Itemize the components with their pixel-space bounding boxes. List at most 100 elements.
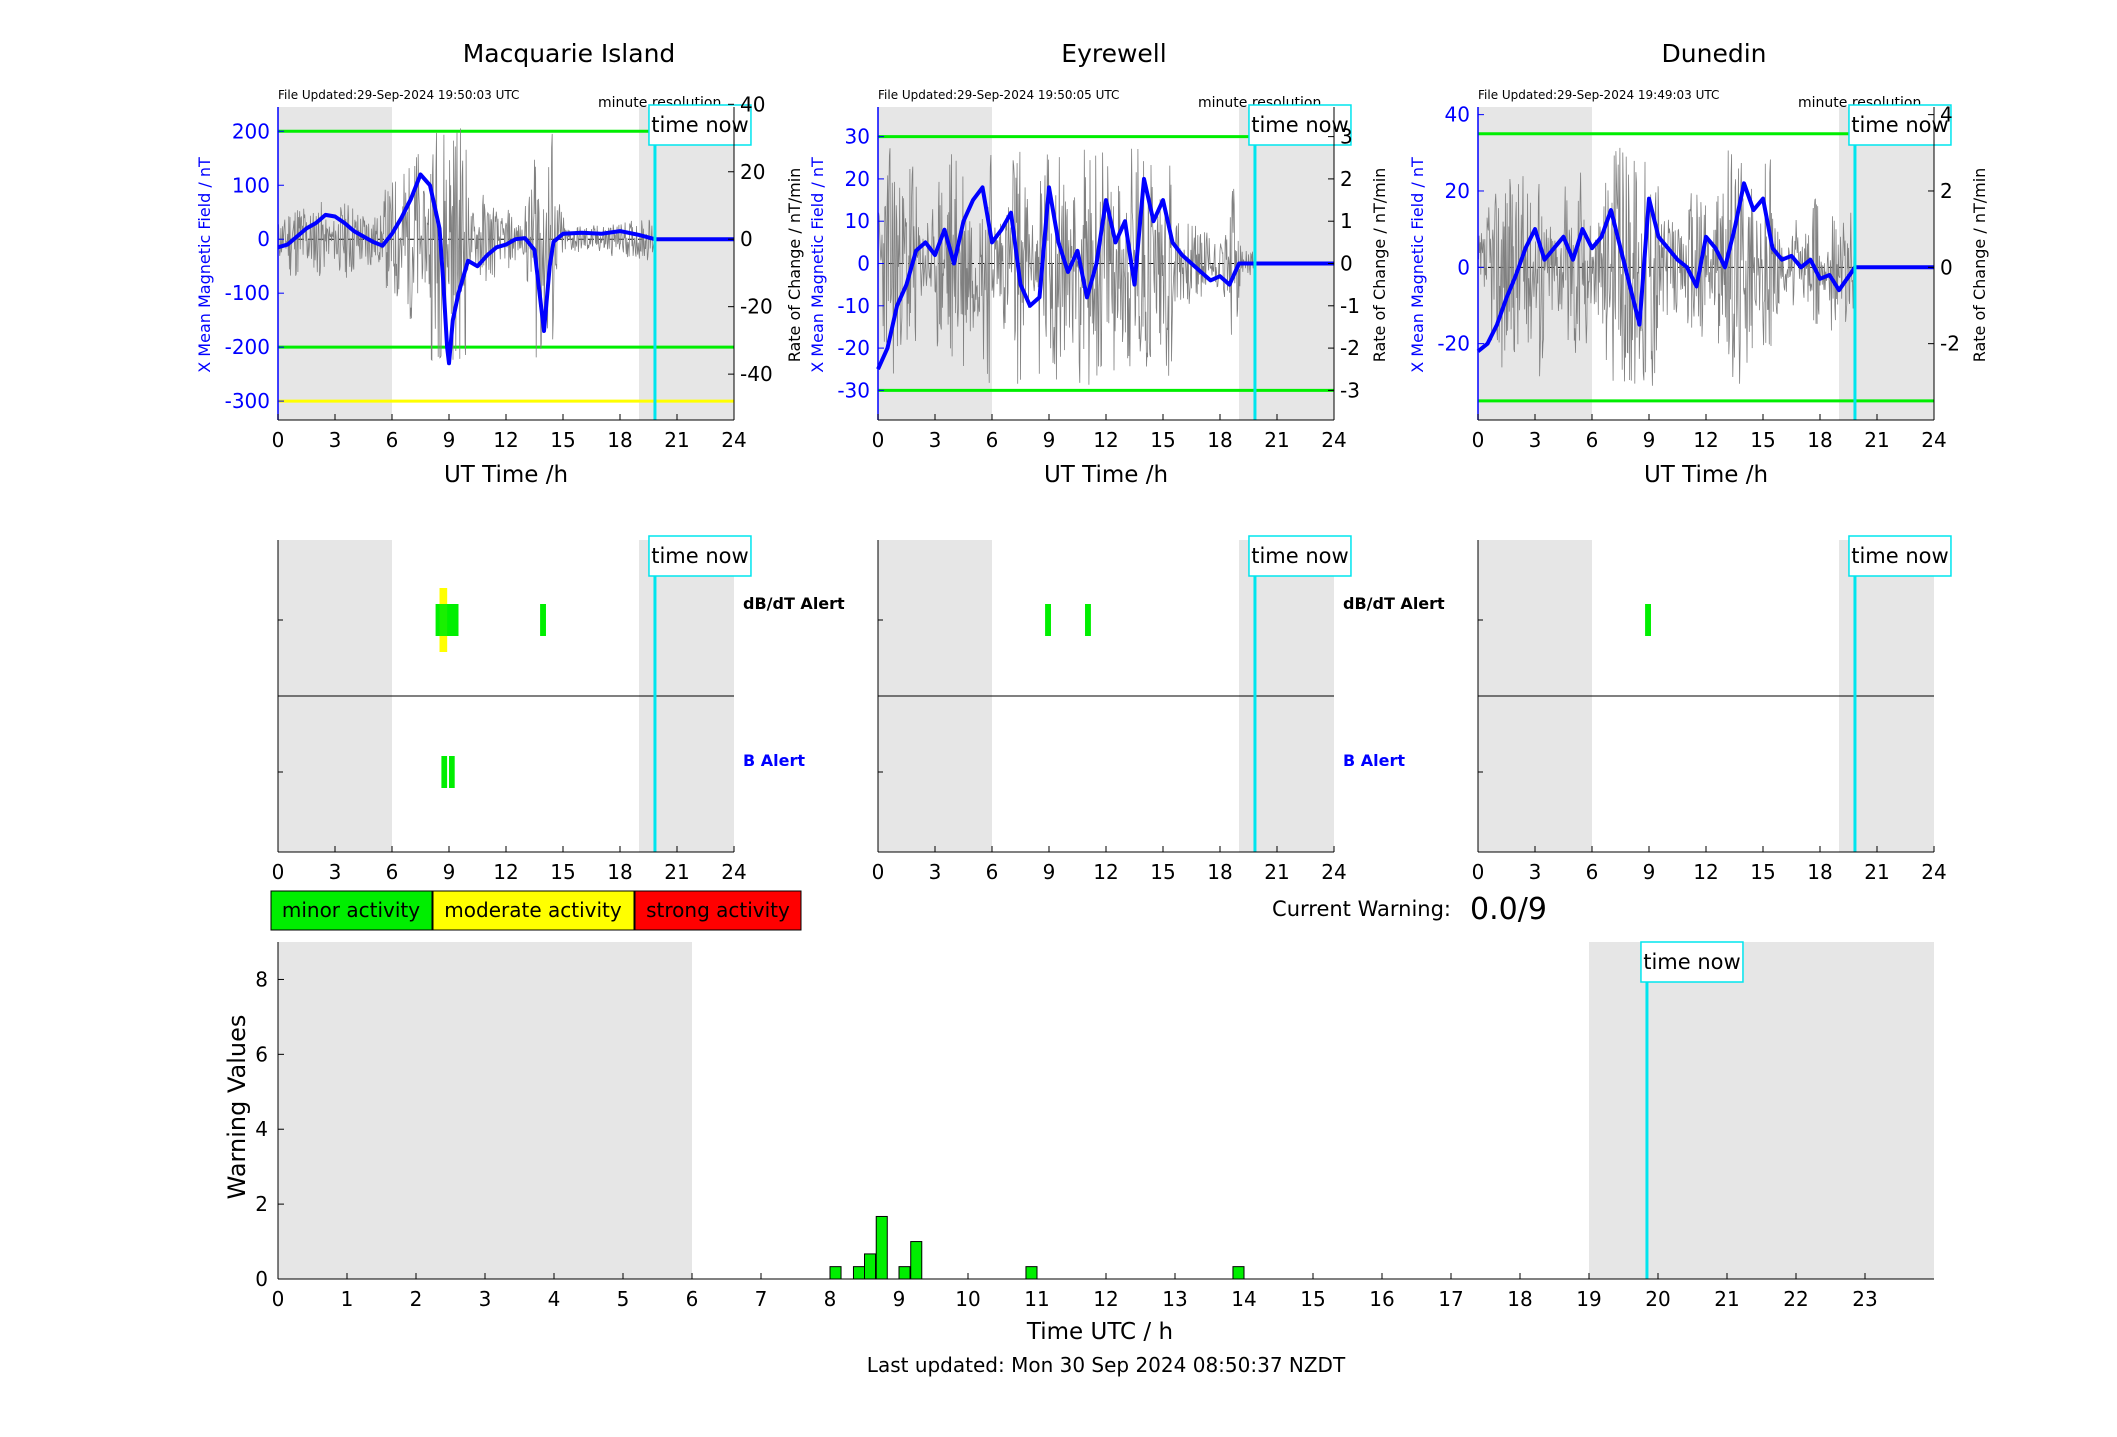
eyrewell-ytick-right-label-3: 0 (1340, 252, 1353, 276)
warning-xtick-label-7: 7 (755, 1287, 768, 1311)
eyrewell-ytick-right-label-6: 3 (1340, 125, 1353, 149)
alerts-macquarie-b-alert-0 (441, 756, 448, 788)
file-updated-dunedin: File Updated:29-Sep-2024 19:49:03 UTC (1478, 88, 1719, 102)
warning-ylabel: Warning Values (223, 1015, 251, 1200)
dunedin-ytick-right-label-2: 2 (1940, 179, 1953, 203)
warning-xtick-label-1: 1 (341, 1287, 354, 1311)
macquarie-xtick-label-2: 6 (386, 428, 399, 452)
macquarie-xtick-label-1: 3 (329, 428, 342, 452)
macquarie-ytick-right-label-1: -20 (740, 295, 773, 319)
macquarie-ytick-right-label-4: 40 (740, 92, 765, 116)
warning-xtick-label-17: 17 (1438, 1287, 1463, 1311)
alerts-macquarie-b-alert-1 (449, 756, 455, 788)
eyrewell-xtick-label-1: 3 (929, 428, 942, 452)
dunedin-ytick-right-label-0: -2 (1940, 332, 1960, 356)
dunedin-xtick-label-3: 9 (1643, 428, 1656, 452)
ylabel-dunedin: X Mean Magnetic Field / nT (1408, 157, 1427, 373)
alerts-eyrewell-time-now-label: time now (1251, 544, 1348, 568)
eyrewell-ytick-label-0: -30 (837, 378, 870, 402)
alerts-dunedin-xtick-label-6: 18 (1807, 860, 1832, 884)
alerts-dunedin-xtick-label-3: 9 (1643, 860, 1656, 884)
legend-swatch-strong (634, 890, 802, 931)
eyrewell-ytick-label-5: 20 (845, 167, 870, 191)
chart-title-macquarie: Macquarie Island (463, 39, 676, 68)
warning-bar-4 (898, 1266, 911, 1280)
alerts-eyrewell-xtick-label-0: 0 (872, 860, 885, 884)
alerts-dunedin-xtick-label-2: 6 (1586, 860, 1599, 884)
macquarie-xtick-label-6: 18 (607, 428, 632, 452)
alerts-macquarie-xtick-label-2: 6 (386, 860, 399, 884)
warning-ytick-label-2: 4 (255, 1117, 268, 1141)
eyrewell-ytick-right-label-0: -3 (1340, 378, 1360, 402)
eyrewell-ytick-label-4: 10 (845, 209, 870, 233)
dunedin-night-band-1 (1839, 107, 1934, 420)
warning-xtick-label-8: 8 (824, 1287, 837, 1311)
alerts-macquarie-xtick-label-4: 12 (493, 860, 518, 884)
dunedin-ytick-right-label-3: 4 (1940, 103, 1953, 127)
alerts-macquarie-xtick-label-3: 9 (443, 860, 456, 884)
current-warning-label: Current Warning: (1272, 897, 1451, 921)
warning-ytick-label-1: 2 (255, 1192, 268, 1216)
macquarie-ytick-label-1: -200 (225, 335, 270, 359)
ylabel-eyrewell: X Mean Magnetic Field / nT (808, 157, 827, 373)
legend-swatch-minor (270, 890, 433, 931)
alerts-eyrewell-xtick-label-5: 15 (1150, 860, 1175, 884)
xlabel-macquarie: UT Time /h (444, 462, 568, 488)
dunedin-ytick-right-label-1: 0 (1940, 255, 1953, 279)
alerts-dunedin-xtick-label-0: 0 (1472, 860, 1485, 884)
alerts-macquarie-dbdt-alert-green-0 (435, 604, 459, 636)
eyrewell-xtick-label-5: 15 (1150, 428, 1175, 452)
warning-xtick-label-4: 4 (548, 1287, 561, 1311)
warning-xtick-label-9: 9 (893, 1287, 906, 1311)
dbdt-alert-label-2: dB/dT Alert (1343, 594, 1445, 613)
eyrewell-ytick-right-label-2: -1 (1340, 294, 1360, 318)
alerts-macquarie-xtick-label-1: 3 (329, 860, 342, 884)
ylabel-right-dunedin: Rate of Change / nT/min (1970, 168, 1989, 363)
warning-bar-0 (829, 1266, 842, 1280)
alerts-dunedin-xtick-label-7: 21 (1864, 860, 1889, 884)
warning-xtick-label-23: 23 (1852, 1287, 1877, 1311)
dunedin-xtick-label-5: 15 (1750, 428, 1775, 452)
legend-swatch-moderate (432, 890, 635, 931)
file-updated-macquarie: File Updated:29-Sep-2024 19:50:03 UTC (278, 88, 519, 102)
alerts-macquarie-xtick-label-8: 24 (721, 860, 746, 884)
alerts-macquarie-xtick-label-0: 0 (272, 860, 285, 884)
macquarie-xtick-label-0: 0 (272, 428, 285, 452)
legend-label-moderate: moderate activity (444, 898, 622, 922)
alerts-eyrewell-xtick-label-1: 3 (929, 860, 942, 884)
warning-ytick-label-3: 6 (255, 1042, 268, 1066)
alerts-eyrewell-xtick-label-4: 12 (1093, 860, 1118, 884)
eyrewell-ytick-right-label-5: 2 (1340, 167, 1353, 191)
dunedin-ytick-label-0: -20 (1437, 332, 1470, 356)
warning-xtick-label-2: 2 (410, 1287, 423, 1311)
macquarie-rate-trace (277, 128, 656, 362)
macquarie-night-band-0 (278, 107, 392, 420)
warning-bar-2 (864, 1253, 877, 1280)
alerts-macquarie-xtick-label-5: 15 (550, 860, 575, 884)
alerts-eyrewell-xtick-label-3: 9 (1043, 860, 1056, 884)
eyrewell-xtick-label-7: 21 (1264, 428, 1289, 452)
eyrewell-ytick-label-3: 0 (857, 252, 870, 276)
macquarie-ytick-label-3: 0 (257, 227, 270, 251)
dunedin-rate-trace (1477, 147, 1856, 386)
warning-xtick-label-12: 12 (1093, 1287, 1118, 1311)
warning-xtick-label-5: 5 (617, 1287, 630, 1311)
last-updated: Last updated: Mon 30 Sep 2024 08:50:37 N… (867, 1353, 1346, 1377)
dunedin-xtick-label-4: 12 (1693, 428, 1718, 452)
warning-xtick-label-14: 14 (1231, 1287, 1256, 1311)
warning-xtick-label-22: 22 (1783, 1287, 1808, 1311)
alert-panel-2: time now 0 3 6 9 12 15 18 21 24 (1472, 535, 1952, 884)
dunedin-time-now-label: time now (1851, 113, 1948, 137)
macquarie-ytick-label-2: -100 (225, 281, 270, 305)
warning-bar-7 (1232, 1266, 1245, 1280)
macquarie-ytick-right-label-2: 0 (740, 227, 753, 251)
alerts-eyrewell-xtick-label-7: 21 (1264, 860, 1289, 884)
macquarie-field-series (277, 172, 734, 366)
alerts-eyrewell-dbdt-alert-green-0 (1045, 604, 1051, 636)
warning-bar-1 (852, 1266, 866, 1280)
ylabel-right-macquarie: Rate of Change / nT/min (785, 168, 804, 363)
